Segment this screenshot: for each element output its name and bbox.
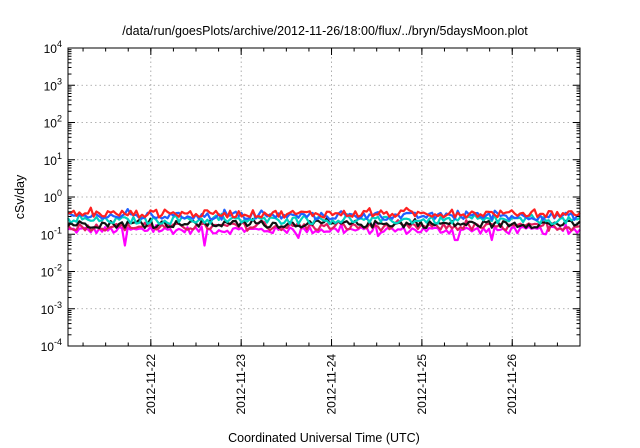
y-tick-label: 10-3 bbox=[41, 300, 62, 317]
x-tick-label: 2012-11-26 bbox=[505, 354, 519, 415]
y-tick-exponent: 4 bbox=[57, 39, 62, 49]
y-axis-label: cSv/day bbox=[13, 174, 27, 219]
x-tick-label: 2012-11-25 bbox=[415, 354, 429, 415]
y-tick-label: 101 bbox=[44, 151, 62, 168]
y-tick-label: 10-1 bbox=[41, 225, 62, 242]
ticks bbox=[68, 47, 580, 347]
y-tick-exponent: 0 bbox=[57, 188, 62, 198]
y-tick-exponent: -2 bbox=[54, 263, 62, 273]
y-tick-label: 104 bbox=[44, 39, 62, 56]
y-tick-exponent: 3 bbox=[57, 76, 62, 86]
x-tick-label: 2012-11-22 bbox=[144, 354, 158, 415]
y-tick-exponent: -3 bbox=[54, 300, 62, 310]
x-axis-label: Coordinated Universal Time (UTC) bbox=[228, 431, 420, 445]
x-tick-labels: 2012-11-22 2012-11-23 2012-11-24 2012-11-25… bbox=[144, 354, 519, 415]
y-tick-label: 10-4 bbox=[41, 337, 62, 354]
chart-title: /data/run/goesPlots/archive/2012-11-26/1… bbox=[122, 24, 528, 38]
y-tick-label: 103 bbox=[44, 76, 62, 93]
series-line bbox=[67, 217, 581, 230]
y-tick-exponent: 1 bbox=[57, 151, 62, 161]
grid bbox=[68, 48, 580, 346]
series-layer bbox=[67, 206, 581, 247]
x-tick-label: 2012-11-24 bbox=[325, 354, 339, 415]
series-line bbox=[67, 206, 581, 219]
y-tick-exponent: -4 bbox=[54, 337, 62, 347]
y-tick-label: 102 bbox=[44, 114, 62, 131]
y-tick-label: 100 bbox=[44, 188, 62, 205]
y-tick-label: 10-2 bbox=[41, 263, 62, 280]
y-tick-exponent: -1 bbox=[54, 225, 62, 235]
y-tick-exponent: 2 bbox=[57, 114, 62, 124]
x-tick-label: 2012-11-23 bbox=[234, 354, 248, 415]
